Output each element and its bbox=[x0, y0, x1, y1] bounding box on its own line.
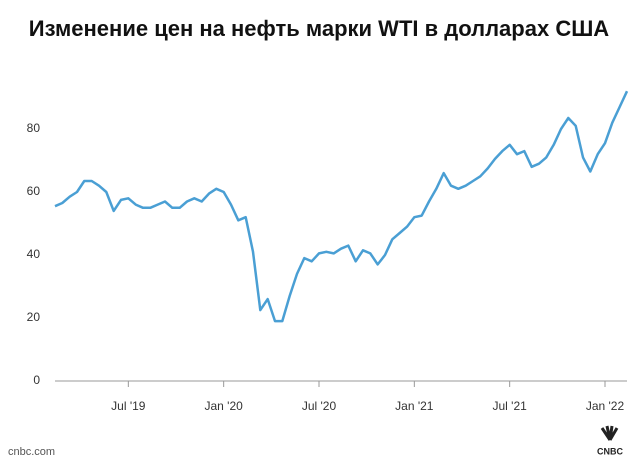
x-tick-label: Jan '21 bbox=[395, 399, 434, 413]
x-tick-label: Jul '19 bbox=[111, 399, 146, 413]
line bbox=[54, 90, 629, 323]
logo: CNBC bbox=[597, 425, 623, 456]
y-tick-label: 60 bbox=[27, 184, 41, 198]
y-tick-label: 80 bbox=[27, 121, 41, 135]
x-tick-label: Jul '21 bbox=[493, 399, 528, 413]
y-tick-label: 40 bbox=[27, 247, 41, 261]
x-tick-label: Jan '20 bbox=[205, 399, 244, 413]
y-tick-label: 0 bbox=[33, 373, 40, 387]
logo-text: CNBC bbox=[597, 446, 623, 456]
chart-title: Изменение цен на нефть марки WTI в долла… bbox=[29, 16, 610, 41]
logo-peacock bbox=[600, 425, 619, 441]
y-tick-label: 20 bbox=[27, 310, 41, 324]
x-tick-label: Jan '22 bbox=[586, 399, 625, 413]
source: cnbc.com bbox=[8, 446, 55, 458]
x-tick-label: Jul '20 bbox=[302, 399, 337, 413]
